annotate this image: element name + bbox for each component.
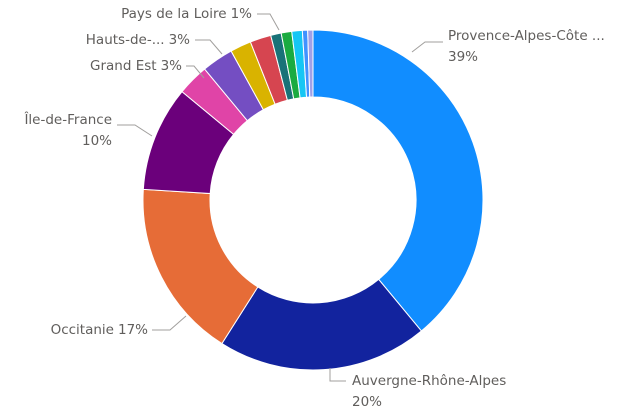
slice-label: Auvergne-Rhône-Alpes — [352, 373, 506, 389]
slice-category: Pays de la Loire — [121, 6, 226, 22]
slice-label: Île-de-France — [23, 110, 112, 128]
slice-label: Occitanie 17% — [51, 322, 149, 338]
slice-label: Provence-Alpes-Côte ... — [448, 28, 605, 44]
leader-line — [411, 41, 443, 53]
slice-value-label: 1% — [231, 6, 253, 22]
slice-value-label: 10% — [82, 133, 112, 149]
slice-value-label: 20% — [352, 394, 382, 410]
donut-slice — [312, 29, 484, 332]
leader-line — [329, 368, 346, 382]
slice-label: Hauts-de-... 3% — [86, 32, 190, 48]
leader-line — [152, 315, 187, 331]
slice-label: Grand Est 3% — [90, 58, 182, 74]
leader-line — [257, 13, 280, 31]
slice-category: Occitanie — [51, 322, 114, 338]
slice-value-label: 3% — [169, 32, 191, 48]
leader-line — [117, 124, 153, 137]
slice-category: Grand Est — [90, 58, 157, 74]
slice-value-label: 39% — [448, 49, 478, 65]
donut-slice — [307, 29, 314, 98]
leader-line — [186, 65, 205, 79]
leader-line — [195, 39, 223, 55]
slice-value-label: 3% — [161, 58, 183, 74]
slice-label: Pays de la Loire 1% — [121, 6, 252, 22]
slice-category: Hauts-de-... — [86, 32, 165, 48]
slice-value-label: 17% — [118, 322, 148, 338]
